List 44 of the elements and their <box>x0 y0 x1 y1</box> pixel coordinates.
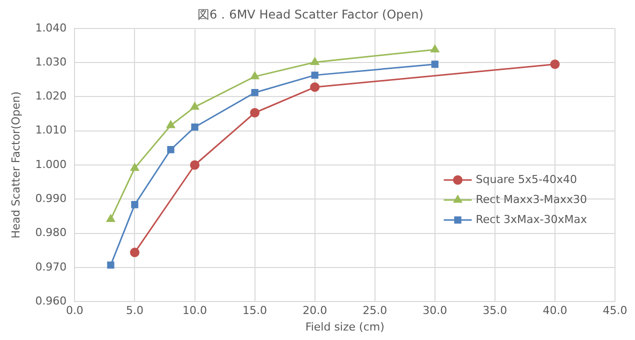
point <box>167 146 174 154</box>
y-tick-label: 0.960 <box>35 294 67 308</box>
x-tick-label: 0.0 <box>66 304 84 318</box>
point <box>311 72 318 79</box>
y-tick-label: 1.010 <box>35 124 67 137</box>
point <box>430 44 440 52</box>
point <box>106 214 115 222</box>
point <box>130 163 139 171</box>
x-tick-label: 20.0 <box>302 304 328 318</box>
y-tick-label: 0.980 <box>35 226 67 240</box>
x-tick-label: 15.0 <box>242 304 268 318</box>
legend-label: Rect Maxx3-Maxx30 <box>476 192 588 206</box>
y-tick-label: 1.000 <box>35 158 67 171</box>
point <box>251 89 258 96</box>
x-tick-label: 10.0 <box>182 304 208 318</box>
chart-title: 図6．6MV Head Scatter Factor (Open) <box>198 7 424 22</box>
legend-label: Square 5x5-40x40 <box>476 172 577 186</box>
x-tick-label: 35.0 <box>482 304 508 318</box>
point <box>250 108 260 118</box>
point <box>190 160 200 170</box>
point <box>250 72 260 80</box>
y-tick-label: 0.990 <box>35 192 67 206</box>
point <box>130 248 140 258</box>
x-tick-label: 40.0 <box>542 304 568 318</box>
point <box>550 60 560 70</box>
legend-label: Rect 3xMax-30xMax <box>476 212 588 226</box>
point <box>191 124 198 131</box>
x-tick-label: 25.0 <box>362 304 388 318</box>
y-tick-label: 1.040 <box>35 21 67 34</box>
point <box>310 82 320 92</box>
point <box>131 201 138 208</box>
y-axis-title: Head Scatter Factor(Open) <box>9 91 22 239</box>
point <box>107 261 114 269</box>
y-tick-label: 1.020 <box>35 90 67 103</box>
point <box>310 57 320 65</box>
point <box>190 102 199 110</box>
y-tick-label: 0.970 <box>35 260 67 274</box>
point <box>166 120 175 128</box>
y-tick-label: 1.030 <box>35 55 67 68</box>
x-axis-title: Field size (cm) <box>305 320 384 334</box>
x-tick-label: 5.0 <box>126 304 144 318</box>
x-tick-label: 45.0 <box>602 304 628 318</box>
point <box>431 60 438 68</box>
x-tick-label: 30.0 <box>422 304 448 318</box>
